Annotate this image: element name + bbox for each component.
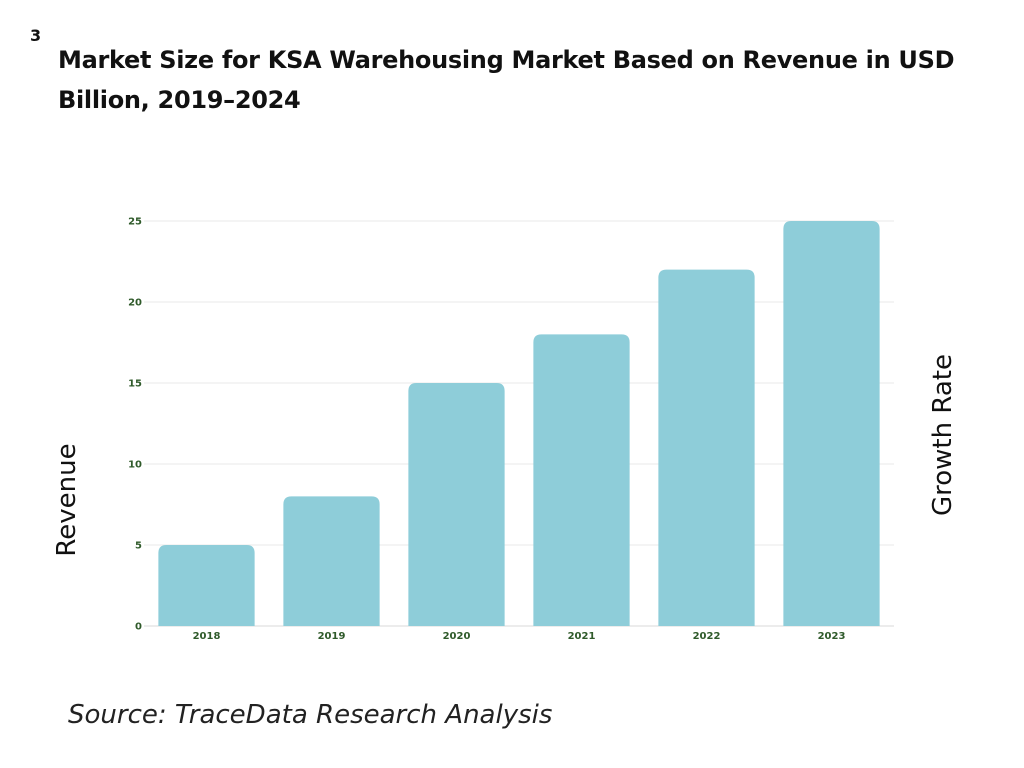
grid-lines bbox=[144, 220, 894, 627]
y-axis-label-revenue: Revenue bbox=[52, 443, 82, 557]
x-tick-label: 2018 bbox=[193, 631, 221, 642]
bars bbox=[158, 221, 880, 626]
x-tick-label: 2022 bbox=[693, 631, 721, 642]
corner-mark: 3 bbox=[30, 26, 42, 45]
x-tick-label: 2021 bbox=[568, 631, 596, 642]
y-tick-label: 10 bbox=[128, 460, 142, 471]
source-note: Source: TraceData Research Analysis bbox=[68, 700, 553, 730]
bar-2019 bbox=[283, 496, 380, 626]
y-tick-label: 25 bbox=[128, 217, 142, 228]
chart-title: Market Size for KSA Warehousing Market B… bbox=[58, 46, 955, 114]
bar-2022 bbox=[658, 269, 755, 626]
y-tick-label: 5 bbox=[135, 541, 142, 552]
x-tick-label: 2020 bbox=[443, 631, 471, 642]
x-tick-label: 2019 bbox=[318, 631, 346, 642]
bar-2018 bbox=[158, 545, 255, 626]
x-tick-label: 2023 bbox=[818, 631, 846, 642]
y-axis-label-growth-rate: Growth Rate bbox=[928, 354, 958, 516]
y-tick-label: 0 bbox=[135, 622, 142, 633]
y-tick-label: 20 bbox=[128, 298, 142, 309]
bar-2021 bbox=[533, 334, 630, 626]
y-axis-ticks: 0 5 10 15 20 25 bbox=[128, 217, 142, 633]
x-axis-ticks: 2018 2019 2020 2021 2022 2023 bbox=[193, 631, 846, 642]
y-tick-label: 15 bbox=[128, 379, 142, 390]
bar-2023 bbox=[783, 221, 880, 626]
bar-2020 bbox=[408, 383, 505, 626]
